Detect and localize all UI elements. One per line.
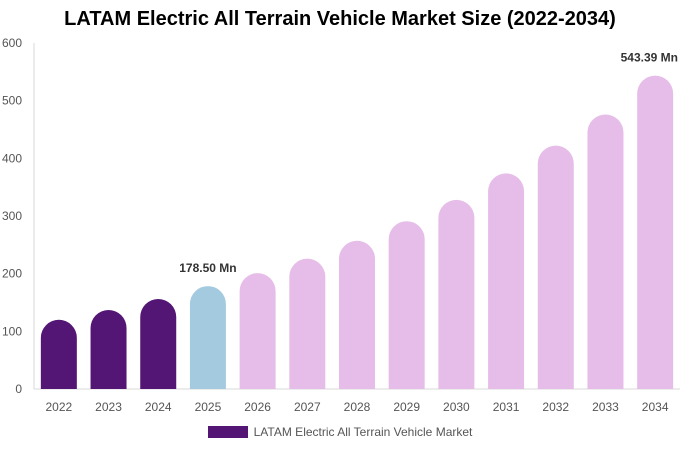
data-labels: 178.50 Mn 543.39 Mn bbox=[179, 51, 678, 275]
y-tick-label: 600 bbox=[2, 36, 22, 50]
x-tick-label: 2023 bbox=[95, 400, 122, 414]
bar-2027 bbox=[289, 258, 326, 389]
y-tick-label: 0 bbox=[15, 382, 22, 396]
x-tick-label: 2032 bbox=[542, 400, 569, 414]
bar-2029 bbox=[388, 221, 425, 389]
bar-2025 bbox=[189, 286, 226, 389]
data-label-2034: 543.39 Mn bbox=[621, 51, 678, 65]
x-tick-label: 2029 bbox=[393, 400, 420, 414]
y-axis: 0 100 200 300 400 500 600 bbox=[2, 36, 35, 396]
x-tick-label: 2022 bbox=[45, 400, 72, 414]
bar-2024 bbox=[140, 299, 177, 389]
bar-2030 bbox=[438, 199, 475, 389]
y-tick-label: 400 bbox=[2, 151, 22, 165]
bars bbox=[40, 75, 674, 390]
bar-2023 bbox=[90, 309, 127, 389]
bar-2033 bbox=[587, 114, 624, 390]
bar-2028 bbox=[339, 240, 375, 389]
data-label-2025: 178.50 Mn bbox=[179, 261, 236, 275]
x-tick-label: 2030 bbox=[443, 400, 470, 414]
y-tick-label: 200 bbox=[2, 267, 22, 281]
x-tick-label: 2026 bbox=[244, 400, 271, 414]
x-tick-label: 2024 bbox=[145, 400, 172, 414]
chart-title: LATAM Electric All Terrain Vehicle Marke… bbox=[64, 8, 616, 30]
x-tick-label: 2027 bbox=[294, 400, 321, 414]
legend: LATAM Electric All Terrain Vehicle Marke… bbox=[0, 425, 680, 439]
x-tick-label: 2028 bbox=[344, 400, 371, 414]
bar-2031 bbox=[488, 173, 525, 389]
bar-2026 bbox=[239, 273, 276, 389]
bar-2032 bbox=[537, 145, 574, 389]
legend-label: LATAM Electric All Terrain Vehicle Marke… bbox=[253, 425, 473, 439]
bar-2034 bbox=[637, 75, 674, 389]
x-tick-label: 2033 bbox=[592, 400, 619, 414]
x-tick-label: 2025 bbox=[195, 400, 222, 414]
y-tick-label: 100 bbox=[2, 324, 22, 338]
x-tick-label: 2031 bbox=[493, 400, 520, 414]
y-tick-label: 300 bbox=[2, 209, 22, 223]
legend-swatch bbox=[207, 426, 248, 438]
x-tick-label: 2034 bbox=[642, 400, 669, 414]
y-tick-label: 500 bbox=[2, 94, 22, 108]
bar-2022 bbox=[40, 319, 77, 389]
x-axis: 2022 2023 2024 2025 2026 2027 2028 2029 2030 2031… bbox=[34, 388, 680, 414]
